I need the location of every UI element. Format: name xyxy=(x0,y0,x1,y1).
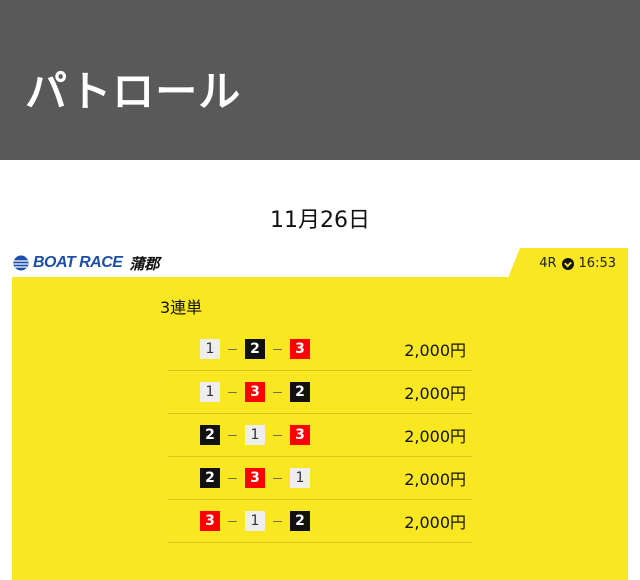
boat-number-badge: 2 xyxy=(200,425,220,445)
bet-row: 3 － 1 － 2 2,000円 xyxy=(168,500,472,543)
payout: 2,000円 xyxy=(404,513,466,532)
boat-number-badge: 2 xyxy=(245,339,265,359)
boat-number-badge: 3 xyxy=(290,339,310,359)
boat-number-badge: 2 xyxy=(290,511,310,531)
combination: 2 － 1 － 3 xyxy=(200,425,310,445)
payout: 2,000円 xyxy=(404,384,466,403)
boat-number-badge: 2 xyxy=(290,382,310,402)
date-heading: 11月26日 xyxy=(270,208,370,233)
clock-icon xyxy=(561,257,574,270)
payout: 2,000円 xyxy=(404,341,466,360)
separator: － xyxy=(271,471,284,486)
boat-number-badge: 3 xyxy=(200,511,220,531)
boat-number-badge: 2 xyxy=(200,468,220,488)
separator: － xyxy=(271,342,284,357)
boat-number-badge: 1 xyxy=(245,511,265,531)
logo-brand: BOAT RACE xyxy=(33,254,123,271)
boat-number-badge: 1 xyxy=(290,468,310,488)
payout: 2,000円 xyxy=(404,470,466,489)
combination: 1 － 3 － 2 xyxy=(200,382,310,402)
bet-row: 1 － 2 － 3 2,000円 xyxy=(168,328,472,371)
separator: － xyxy=(226,428,239,443)
race-info: 4R 16:53 xyxy=(539,256,616,271)
page-header: パトロール xyxy=(0,0,640,160)
bet-row: 1 － 3 － 2 2,000円 xyxy=(168,371,472,414)
boatrace-logo: BOAT RACE 蒲郡 xyxy=(12,252,159,274)
boat-number-badge: 1 xyxy=(245,425,265,445)
bet-row: 2 － 3 － 1 2,000円 xyxy=(168,457,472,500)
boat-number-badge: 3 xyxy=(245,382,265,402)
boat-number-badge: 3 xyxy=(245,468,265,488)
combination: 2 － 3 － 1 xyxy=(200,468,310,488)
payout: 2,000円 xyxy=(404,427,466,446)
bet-type: 3連単 xyxy=(160,298,203,317)
separator: － xyxy=(226,342,239,357)
boat-number-badge: 1 xyxy=(200,382,220,402)
separator: － xyxy=(271,428,284,443)
logo-venue: 蒲郡 xyxy=(129,254,160,273)
boat-number-badge: 3 xyxy=(290,425,310,445)
result-panel xyxy=(12,277,628,580)
separator: － xyxy=(271,385,284,400)
separator: － xyxy=(226,514,239,529)
combination: 3 － 1 － 2 xyxy=(200,511,310,531)
bet-row: 2 － 1 － 3 2,000円 xyxy=(168,414,472,457)
separator: － xyxy=(226,471,239,486)
boat-number-badge: 1 xyxy=(200,339,220,359)
race-time: 16:53 xyxy=(578,256,616,271)
bet-list: 1 － 2 － 3 2,000円 1 － 3 － 2 2,000円 2 － 1 － 3 2,000円 2 － 3 － 1 2,… xyxy=(168,328,472,543)
page-title: パトロール xyxy=(25,67,242,116)
boatrace-logo-icon xyxy=(13,255,29,271)
race-number: 4R xyxy=(539,256,557,271)
separator: － xyxy=(226,385,239,400)
combination: 1 － 2 － 3 xyxy=(200,339,310,359)
separator: － xyxy=(271,514,284,529)
